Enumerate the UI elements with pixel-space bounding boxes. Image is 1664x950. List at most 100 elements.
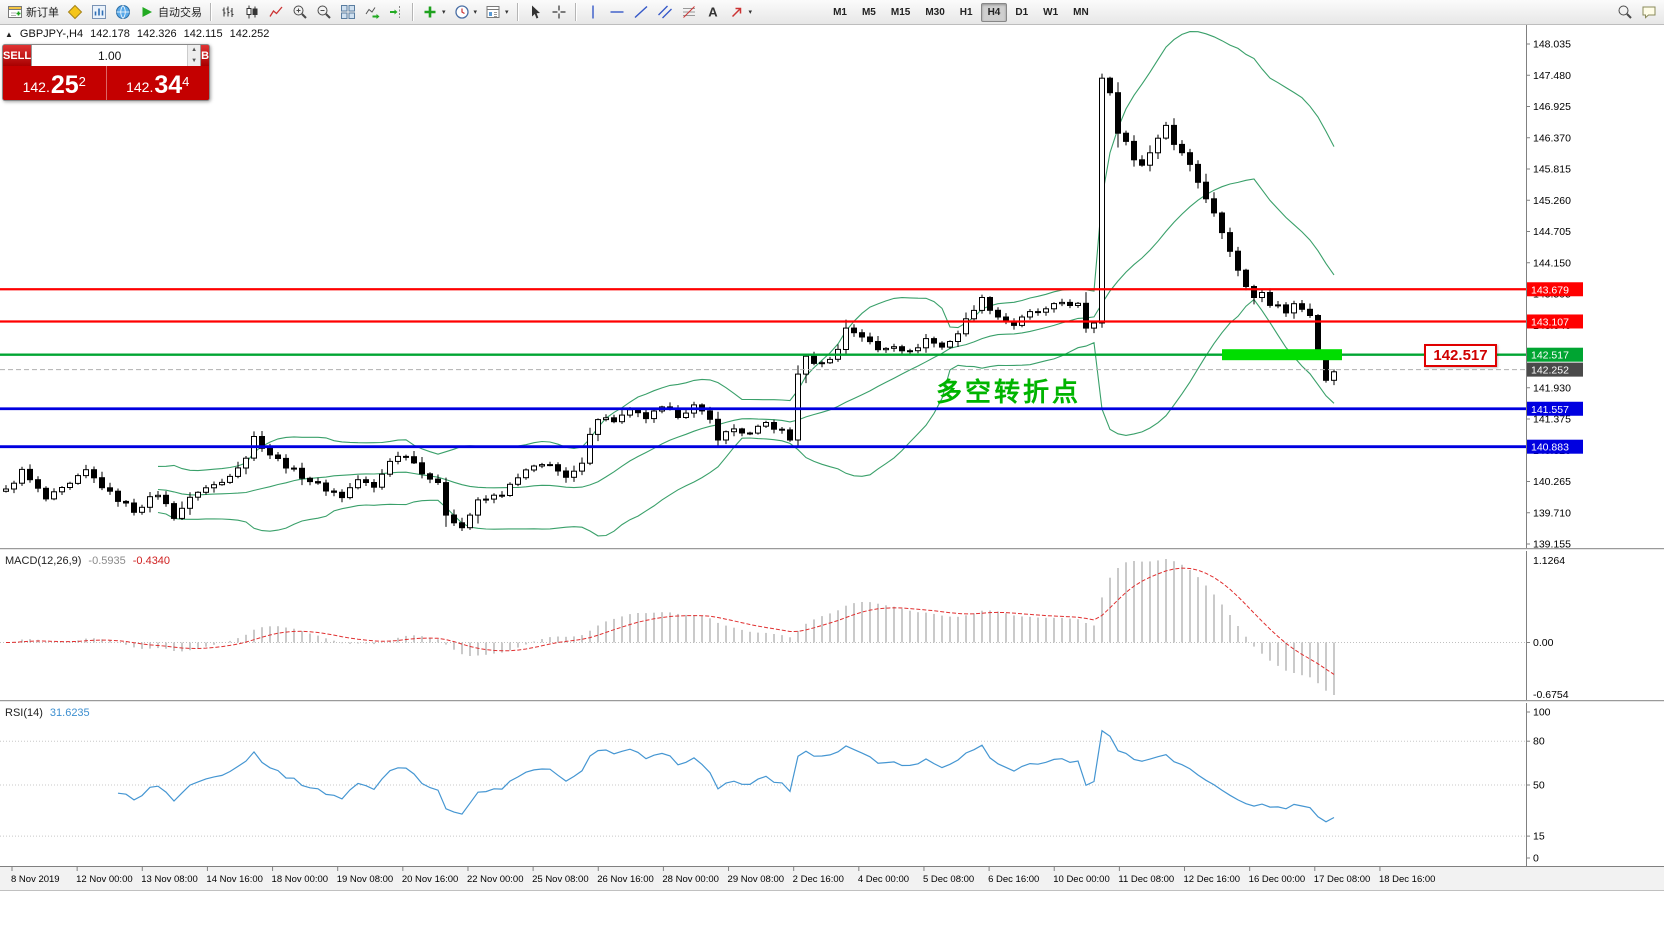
- line-chart-button[interactable]: [264, 2, 288, 23]
- community-button[interactable]: [111, 2, 135, 23]
- bollinger-middle: [157, 178, 1335, 496]
- price-axis[interactable]: 148.035 147.480 146.925 146.370 145.815 145.2…: [1526, 25, 1583, 866]
- bar-chart-button[interactable]: [216, 2, 240, 23]
- svg-text:5 Dec 08:00: 5 Dec 08:00: [923, 874, 974, 885]
- svg-text:1.1264: 1.1264: [1533, 555, 1565, 567]
- new-order-button[interactable]: 新订单: [3, 2, 63, 23]
- bar-chart-icon: [222, 6, 234, 17]
- svg-text:100: 100: [1533, 707, 1551, 719]
- timeframe-button-m1[interactable]: M1: [833, 6, 847, 18]
- timeframe-button-w1[interactable]: W1: [1043, 6, 1059, 18]
- svg-text:26 Nov 16:00: 26 Nov 16:00: [597, 874, 654, 885]
- trendline-button[interactable]: [629, 2, 653, 23]
- tile-windows-button[interactable]: [336, 2, 360, 23]
- svg-text:14 Nov 16:00: 14 Nov 16:00: [206, 874, 263, 885]
- periods-icon: [454, 5, 469, 19]
- zoom-in-button[interactable]: [288, 2, 312, 23]
- high-value: 142.326: [136, 28, 177, 40]
- templates-button[interactable]: ▾: [481, 2, 513, 23]
- channel-button[interactable]: [653, 2, 677, 23]
- sell-button[interactable]: SELL: [3, 45, 32, 66]
- timeframe-button-mn[interactable]: MN: [1073, 6, 1089, 18]
- timeframe-button-m15[interactable]: M15: [890, 6, 911, 18]
- macd-panel-splitter[interactable]: [0, 548, 1664, 551]
- svg-text:146.370: 146.370: [1533, 132, 1571, 144]
- svg-text:140.883: 140.883: [1531, 442, 1569, 454]
- svg-text:141.930: 141.930: [1533, 382, 1571, 394]
- auto-scroll-button[interactable]: [360, 2, 384, 23]
- toolbar-separator: [516, 3, 519, 21]
- toolbar-separator: [210, 3, 212, 21]
- zoom-out-button[interactable]: [312, 2, 336, 23]
- svg-text:141.375: 141.375: [1533, 414, 1571, 426]
- indicators-button[interactable]: ▾: [418, 2, 450, 23]
- collapse-one-click-icon[interactable]: ▲: [5, 29, 13, 39]
- volume-input[interactable]: [32, 45, 188, 66]
- market-watch-icon: [92, 5, 106, 19]
- volume-spinner: ▲ ▼: [187, 45, 201, 66]
- volume-increase-button[interactable]: ▲: [188, 45, 201, 56]
- svg-text:16 Dec 00:00: 16 Dec 00:00: [1249, 874, 1306, 885]
- svg-text:A: A: [708, 5, 718, 20]
- search-icon: [1618, 5, 1632, 19]
- close-value: 142.252: [229, 28, 270, 40]
- cursor-button[interactable]: [523, 2, 547, 23]
- highlight-zone[interactable]: [1222, 349, 1342, 361]
- rsi-indicator-label: RSI(14) 31.6235: [5, 707, 90, 719]
- market-watch-button[interactable]: [87, 2, 111, 23]
- vertical-line-button[interactable]: [581, 2, 605, 23]
- candlestick-chart-button[interactable]: [240, 2, 264, 23]
- chart-shift-icon: [390, 6, 400, 18]
- chat-button[interactable]: [1637, 2, 1661, 23]
- chat-icon: [1642, 6, 1656, 19]
- svg-text:145.260: 145.260: [1533, 195, 1571, 207]
- chevron-down-icon: ▾: [748, 9, 753, 16]
- timeframe-button-m30[interactable]: M30: [925, 6, 945, 18]
- axis-level-label-142.517: 142.517: [1527, 347, 1583, 362]
- rsi-value: 31.6235: [49, 707, 90, 719]
- macd-signal-line: [5, 567, 1335, 675]
- bid-price-display[interactable]: 142. 25 2: [3, 66, 107, 100]
- new-order-label: 新订单: [26, 7, 59, 19]
- main-toolbar: 新订单 自动交易 ▾ ▾: [0, 0, 1664, 25]
- crosshair-button[interactable]: [547, 2, 571, 23]
- search-button[interactable]: [1613, 2, 1637, 23]
- rsi-line: [117, 729, 1335, 823]
- svg-text:141.557: 141.557: [1531, 404, 1569, 416]
- timeframe-button-d1[interactable]: D1: [1015, 6, 1029, 18]
- svg-text:8 Nov 2019: 8 Nov 2019: [11, 874, 60, 885]
- volume-decrease-button[interactable]: ▼: [188, 55, 201, 66]
- timeframe-button-h1[interactable]: H1: [959, 6, 973, 18]
- svg-text:143.679: 143.679: [1531, 284, 1569, 296]
- timeframe-button-m5[interactable]: M5: [861, 6, 876, 18]
- ask-price-display[interactable]: 142. 34 4: [126, 71, 190, 99]
- macd-title: MACD(12,26,9): [5, 555, 82, 567]
- rsi-panel-splitter[interactable]: [0, 700, 1664, 703]
- bollinger-lower: [157, 298, 1335, 537]
- volume-field-wrap: ▲ ▼: [31, 45, 202, 66]
- macd-signal-value: -0.4340: [132, 555, 171, 567]
- bollinger-upper: [157, 31, 1335, 472]
- svg-text:18 Nov 00:00: 18 Nov 00:00: [272, 874, 329, 885]
- arrows-button[interactable]: ▾: [725, 2, 757, 23]
- timeframe-button-h4[interactable]: H4: [980, 2, 1008, 22]
- periods-button[interactable]: ▾: [450, 2, 482, 23]
- fibonacci-button[interactable]: [677, 2, 701, 23]
- horizontal-line-button[interactable]: [605, 2, 629, 23]
- price-chart-layer[interactable]: [0, 31, 1526, 537]
- arrows-icon: [731, 7, 741, 18]
- time-axis[interactable]: 8 Nov 2019 12 Nov 00:00 13 Nov 08:00 14 Nov…: [0, 866, 1664, 891]
- text-button[interactable]: A: [701, 2, 725, 23]
- svg-text:142.252: 142.252: [1531, 365, 1569, 377]
- svg-text:28 Nov 00:00: 28 Nov 00:00: [662, 874, 719, 885]
- buy-button[interactable]: BUY: [201, 45, 209, 66]
- one-click-trading-panel: SELL ▲ ▼ BUY 142. 25 2 142. 34 4: [2, 44, 210, 101]
- svg-text:145.815: 145.815: [1533, 164, 1571, 176]
- chart-shift-button[interactable]: [384, 2, 408, 23]
- svg-text:4 Dec 00:00: 4 Dec 00:00: [858, 874, 909, 885]
- metaeditor-button[interactable]: [63, 2, 87, 23]
- symbol-period-label: GBPJPY-,H4: [19, 28, 84, 40]
- auto-trading-button[interactable]: 自动交易: [135, 2, 206, 23]
- axis-current-price-label: 142.252: [1527, 362, 1583, 377]
